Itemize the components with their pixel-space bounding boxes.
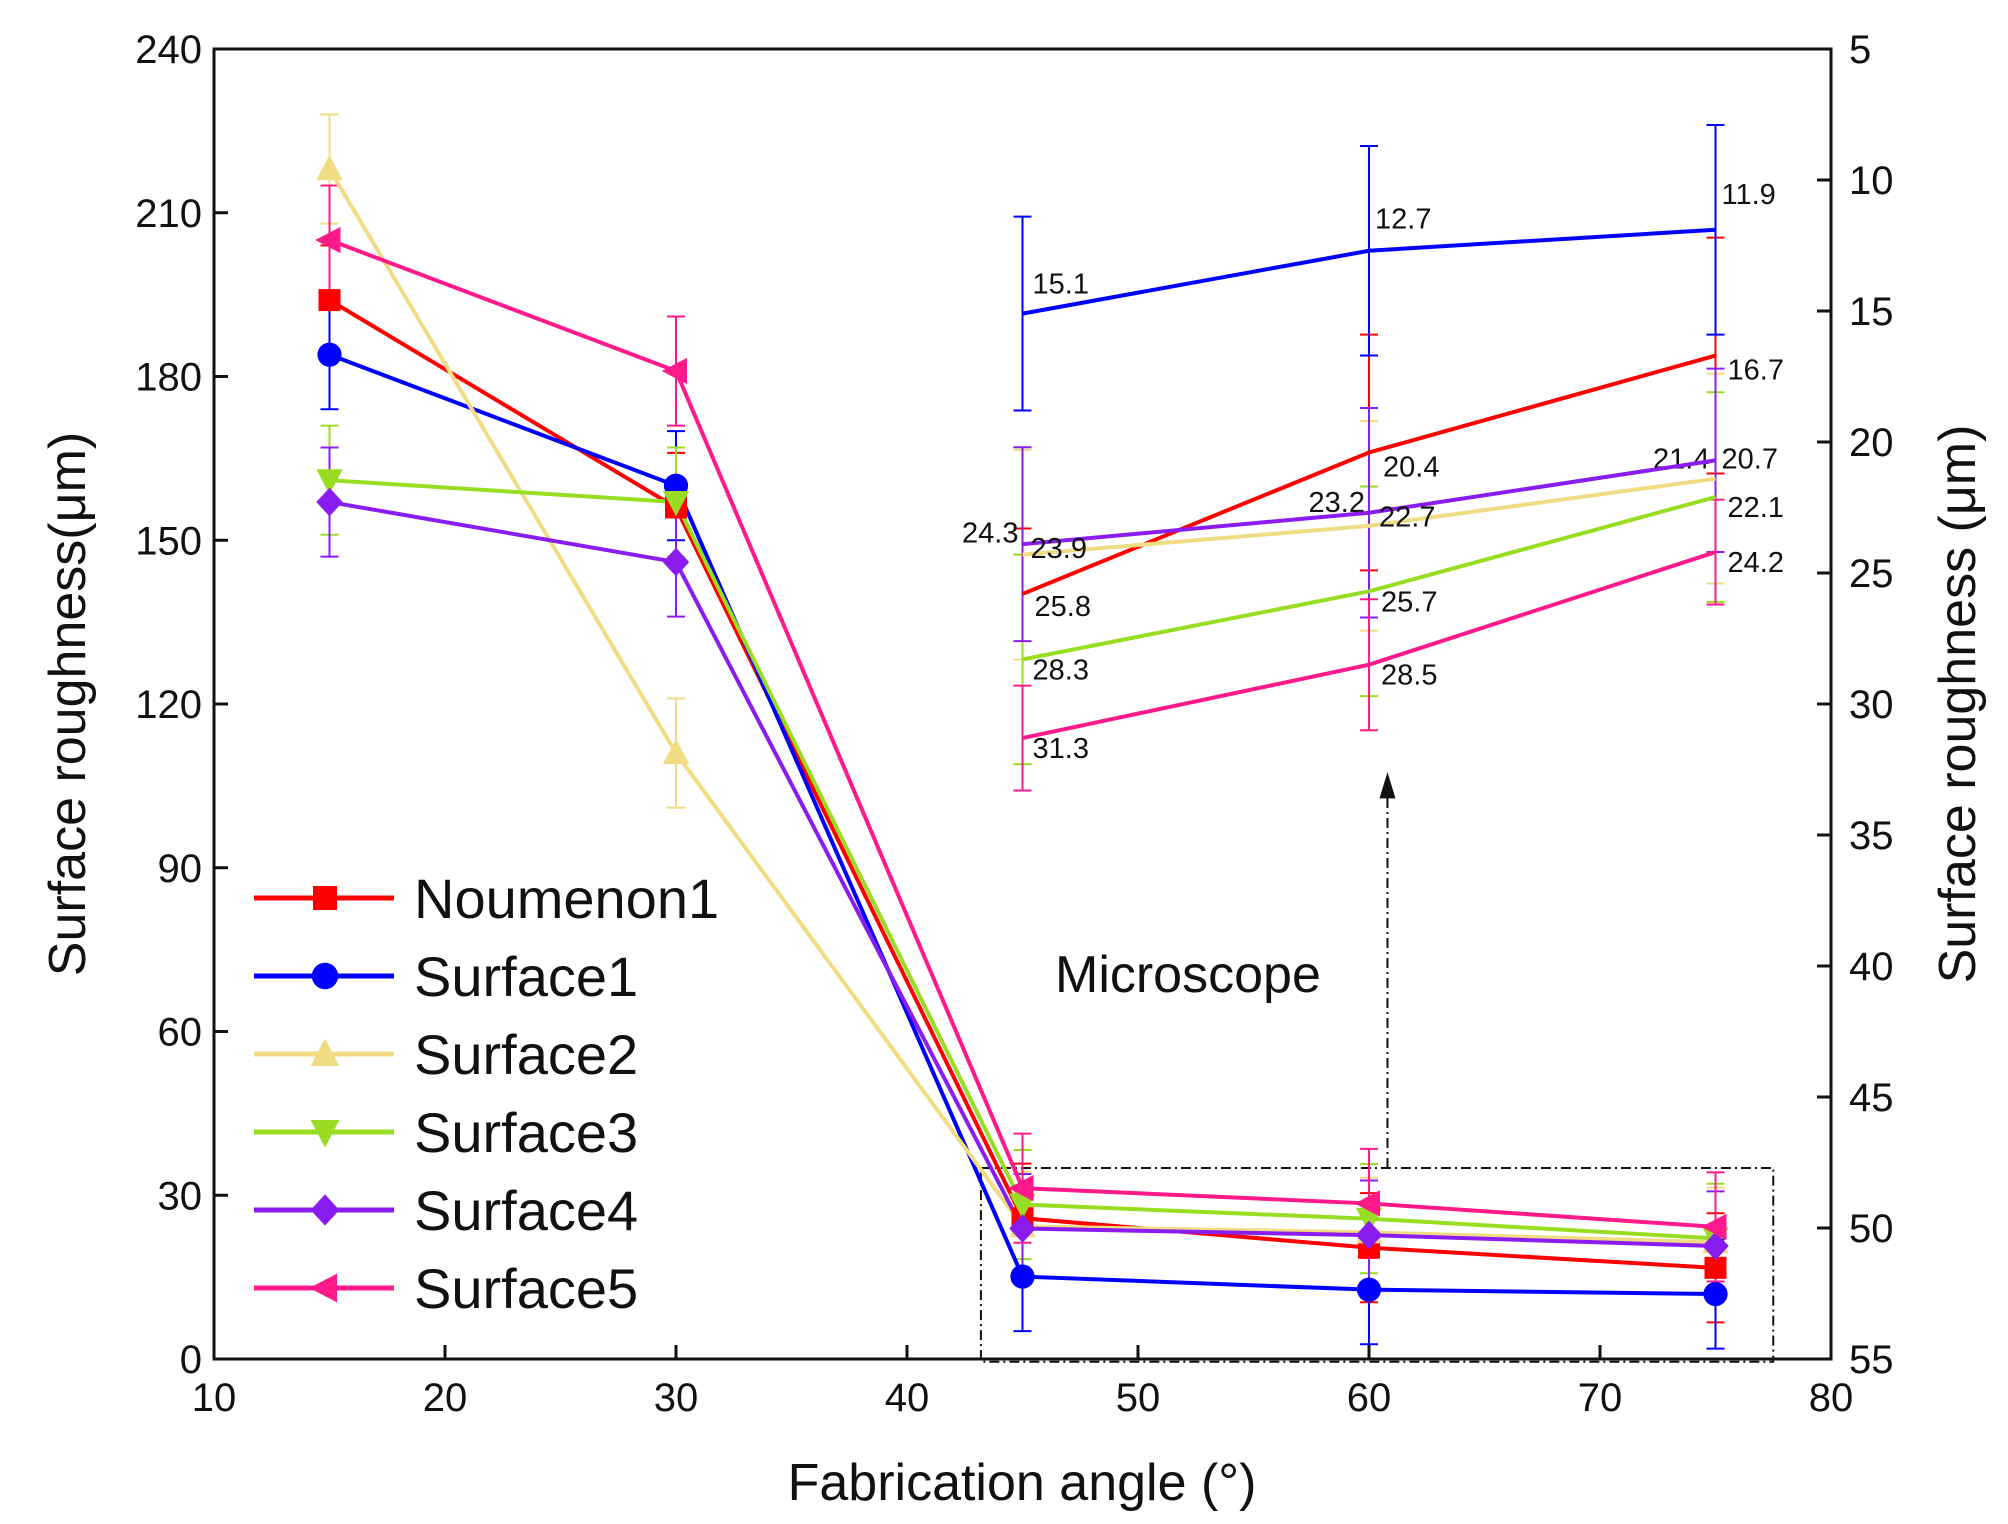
y-right-tick-label: 15 [1849, 290, 1894, 334]
inset-value-label: 24.3 [962, 518, 1018, 550]
x-axis-label: Fabrication angle (°) [788, 1454, 1257, 1512]
x-tick-label: 40 [885, 1376, 930, 1420]
inset-value-label: 23.9 [1031, 533, 1087, 565]
x-tick-label: 10 [192, 1376, 237, 1420]
y-right-tick-label: 50 [1849, 1207, 1894, 1251]
y-right-tick-label: 20 [1849, 421, 1894, 465]
y-axis-label: Surface roughness(μm) [39, 432, 97, 976]
y-tick-label: 60 [158, 1011, 203, 1055]
y-tick-label: 120 [135, 683, 202, 727]
marker-square [313, 886, 337, 910]
inset-value-label: 11.9 [1722, 179, 1776, 211]
legend-label: Surface1 [414, 945, 638, 1008]
marker-triangle-up [310, 1038, 340, 1066]
y-right-tick-label: 10 [1849, 159, 1894, 203]
marker-triangle-down [662, 491, 690, 517]
inset-value-label: 21.4 [1653, 444, 1709, 476]
y-tick-label: 150 [135, 519, 202, 563]
legend-label: Surface5 [414, 1257, 638, 1320]
marker-triangle-up [316, 154, 343, 181]
marker-triangle-left [661, 357, 687, 385]
y-axis-right-label: Surface roughness (μm) [1929, 425, 1987, 984]
inset-value-label: 20.7 [1722, 443, 1778, 475]
legend-label: Surface2 [414, 1023, 638, 1086]
x-tick-label: 70 [1578, 1376, 1623, 1420]
x-tick-label: 20 [423, 1376, 468, 1420]
marker-diamond [1009, 1214, 1036, 1243]
x-tick-label: 30 [654, 1376, 699, 1420]
marker-triangle-down [316, 469, 343, 495]
y-tick-label: 180 [135, 356, 202, 400]
inset-line-surface4 [1022, 458, 1716, 547]
marker-diamond [662, 547, 690, 577]
inset-line-surface1 [1022, 227, 1716, 316]
y-right-tick-label: 5 [1849, 28, 1871, 72]
marker-triangle-down [310, 1120, 340, 1148]
y-right-tick-label: 30 [1849, 683, 1894, 727]
legend-label: Surface4 [414, 1179, 638, 1242]
marker-circle [311, 962, 339, 990]
y-right-tick-label: 55 [1849, 1338, 1894, 1382]
marker-circle [1356, 1277, 1382, 1302]
y-tick-label: 240 [135, 28, 202, 72]
inset-value-label: 15.1 [1033, 269, 1089, 301]
inset-value-label: 20.4 [1383, 451, 1439, 483]
marker-diamond [310, 1194, 340, 1226]
marker-triangle-left [309, 1273, 337, 1303]
marker-triangle-down [1009, 1193, 1036, 1219]
y-right-tick-label: 25 [1849, 552, 1894, 596]
inset-value-label: 12.7 [1375, 204, 1431, 236]
y-right-tick-label: 40 [1849, 945, 1894, 989]
y-tick-label: 30 [158, 1174, 203, 1218]
inset-line-surface3 [1022, 495, 1717, 662]
y-right-tick-label: 45 [1849, 1076, 1894, 1120]
x-tick-label: 60 [1347, 1376, 1392, 1420]
marker-circle [317, 342, 342, 367]
marker-diamond [1355, 1220, 1383, 1250]
inset-value-label: 25.7 [1381, 586, 1437, 618]
marker-diamond [1702, 1231, 1729, 1261]
inset-line-surface2 [1022, 476, 1716, 557]
inset-value-label: 24.2 [1728, 547, 1784, 579]
marker-circle [1010, 1264, 1035, 1289]
inset-value-label: 16.7 [1728, 355, 1784, 387]
y-tick-label: 90 [158, 847, 203, 891]
marker-triangle-left [315, 226, 341, 254]
inset-value-label: 22.7 [1379, 502, 1435, 534]
marker-triangle-left [1701, 1213, 1727, 1241]
x-tick-label: 80 [1809, 1376, 1854, 1420]
legend-label: Noumenon1 [414, 867, 719, 930]
marker-square [318, 289, 341, 312]
microscope-annotation: Microscope [1055, 946, 1321, 1004]
marker-triangle-up [662, 738, 690, 765]
inset-value-label: 28.5 [1381, 660, 1437, 692]
marker-diamond [316, 487, 343, 517]
marker-triangle-left [1354, 1190, 1380, 1217]
x-tick-label: 50 [1116, 1376, 1161, 1420]
arrow-head-icon [1379, 772, 1396, 799]
legend-label: Surface3 [414, 1101, 638, 1164]
marker-circle [1703, 1281, 1728, 1307]
marker-square [1704, 1256, 1727, 1279]
y-tick-label: 210 [135, 192, 202, 236]
marker-triangle-left [1008, 1174, 1034, 1202]
y-tick-label: 0 [180, 1338, 202, 1382]
inset-value-label: 22.1 [1728, 492, 1784, 524]
inset-value-label: 25.8 [1035, 591, 1091, 623]
zoom-region-box [979, 1166, 1775, 1363]
inset-line-surface5 [1022, 550, 1717, 741]
y-right-tick-label: 35 [1849, 814, 1894, 858]
inset-value-label: 28.3 [1033, 654, 1089, 686]
inset-value-label: 31.3 [1033, 733, 1089, 765]
